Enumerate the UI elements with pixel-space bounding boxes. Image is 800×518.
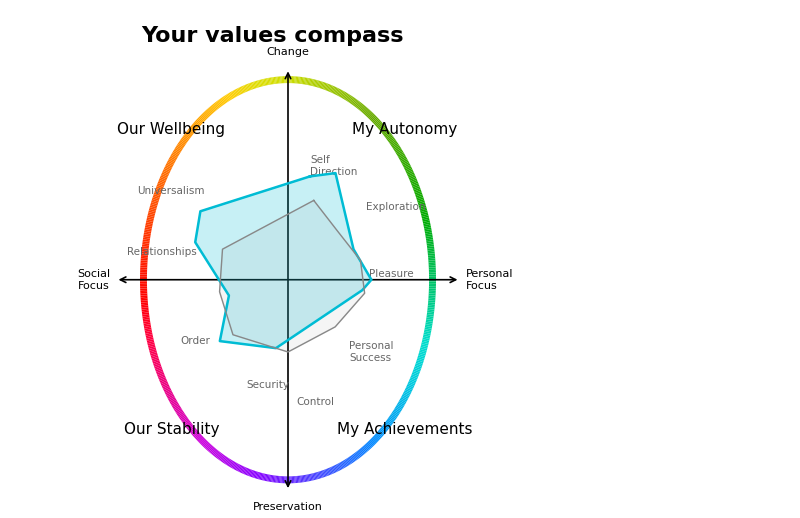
Text: Our Wellbeing: Our Wellbeing — [118, 122, 226, 137]
Text: Security: Security — [246, 380, 290, 391]
Text: My Autonomy: My Autonomy — [352, 122, 458, 137]
Text: Social
Focus: Social Focus — [77, 269, 110, 291]
Text: Change: Change — [266, 47, 310, 57]
Text: Relationships: Relationships — [126, 247, 196, 257]
Text: Universalism: Universalism — [137, 186, 205, 196]
Text: Pleasure: Pleasure — [369, 269, 414, 279]
Text: Personal
Focus: Personal Focus — [466, 269, 514, 291]
Text: Preservation: Preservation — [253, 502, 323, 512]
Text: My Achievements: My Achievements — [337, 422, 473, 437]
Text: Personal
Success: Personal Success — [349, 341, 394, 363]
Polygon shape — [219, 200, 365, 352]
Text: Our Stability: Our Stability — [123, 422, 219, 437]
Text: Order: Order — [180, 336, 210, 346]
Text: Self
Direction: Self Direction — [310, 155, 358, 177]
Text: Exploration: Exploration — [366, 203, 426, 212]
Text: Your values compass: Your values compass — [141, 26, 403, 46]
Text: Control: Control — [296, 397, 334, 407]
Polygon shape — [195, 173, 371, 348]
